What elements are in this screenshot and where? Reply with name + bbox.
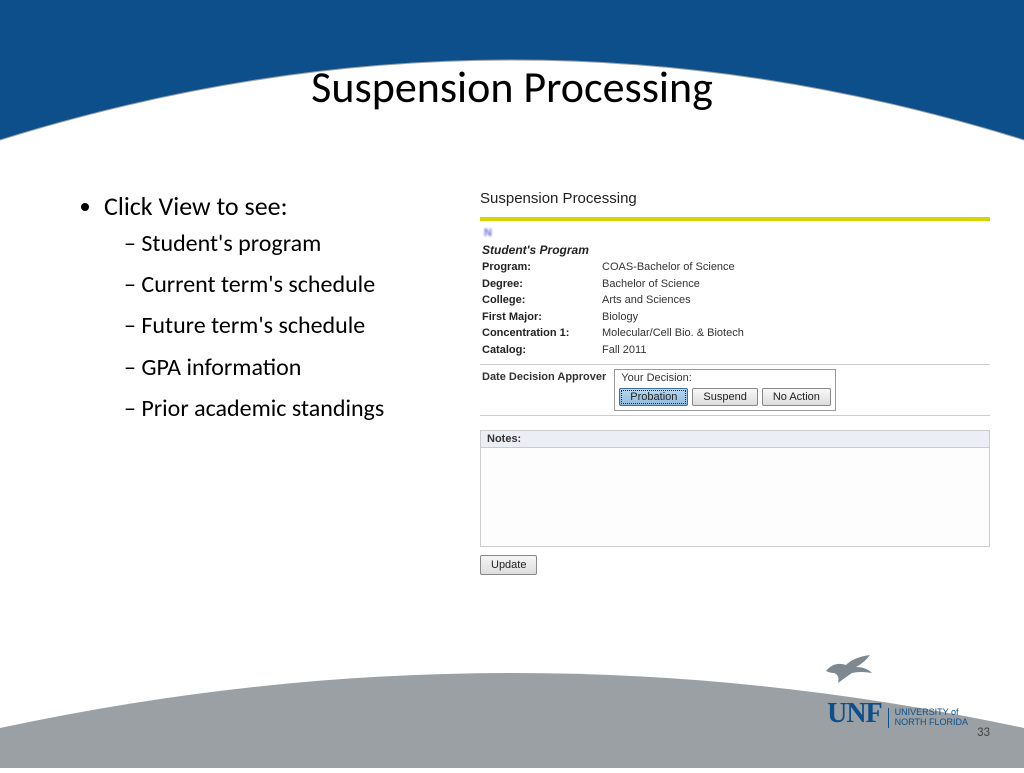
table-row: First Major:Biology	[482, 309, 990, 326]
field-value: COAS-Bachelor of Science	[602, 259, 735, 276]
unf-logo: UNF UNIVERSITY of NORTH FLORIDA	[827, 700, 968, 728]
field-label: First Major:	[482, 309, 602, 326]
notes-label: Notes:	[480, 430, 990, 447]
no-action-button[interactable]: No Action	[762, 388, 831, 406]
screenshot-panel: Suspension Processing N Student's Progra…	[480, 190, 990, 575]
notes-textarea[interactable]	[480, 447, 990, 547]
sub-bullet: Current term's schedule	[124, 269, 440, 300]
field-label: Degree:	[482, 276, 602, 293]
field-value: Fall 2011	[602, 342, 646, 359]
decision-box: Your Decision: Probation Suspend No Acti…	[614, 369, 836, 411]
decision-box-title: Your Decision:	[615, 370, 835, 386]
table-row: Concentration 1:Molecular/Cell Bio. & Bi…	[482, 325, 990, 342]
sub-bullet: GPA information	[124, 352, 440, 383]
logo-acronym: UNF	[827, 700, 882, 728]
section-heading: Student's Program	[482, 243, 990, 257]
logo-line2: NORTH FLORIDA	[895, 717, 968, 727]
bullet-list: Click View to see: Student's program Cur…	[80, 190, 440, 434]
logo-line1: UNIVERSITY of	[895, 707, 959, 717]
sub-bullet: Student's program	[124, 228, 440, 259]
obscured-link: N	[480, 225, 990, 241]
panel-heading: Suspension Processing	[480, 190, 990, 207]
table-row: College:Arts and Sciences	[482, 292, 990, 309]
table-row: Catalog:Fall 2011	[482, 342, 990, 359]
accent-bar	[480, 217, 990, 221]
update-button[interactable]: Update	[480, 555, 537, 575]
bullet-main: Click View to see:	[104, 190, 288, 222]
osprey-icon	[824, 653, 874, 690]
field-label: Catalog:	[482, 342, 602, 359]
slide-title: Suspension Processing	[0, 60, 1024, 114]
table-row: Program:COAS-Bachelor of Science	[482, 259, 990, 276]
decision-row: Date Decision Approver Your Decision: Pr…	[480, 364, 990, 416]
field-value: Biology	[602, 309, 638, 326]
field-label: Concentration 1:	[482, 325, 602, 342]
field-value: Arts and Sciences	[602, 292, 691, 309]
table-row: Degree:Bachelor of Science	[482, 276, 990, 293]
field-value: Bachelor of Science	[602, 276, 700, 293]
sub-bullet: Prior academic standings	[124, 393, 440, 424]
program-info-table: Program:COAS-Bachelor of Science Degree:…	[482, 259, 990, 358]
sub-bullet: Future term's schedule	[124, 310, 440, 341]
probation-button[interactable]: Probation	[619, 388, 688, 406]
suspend-button[interactable]: Suspend	[692, 388, 757, 406]
field-label: Program:	[482, 259, 602, 276]
logo-text: UNIVERSITY of NORTH FLORIDA	[888, 708, 968, 728]
field-label: College:	[482, 292, 602, 309]
page-number: 33	[977, 725, 990, 740]
field-value: Molecular/Cell Bio. & Biotech	[602, 325, 744, 342]
decision-label: Date Decision Approver	[482, 369, 606, 383]
